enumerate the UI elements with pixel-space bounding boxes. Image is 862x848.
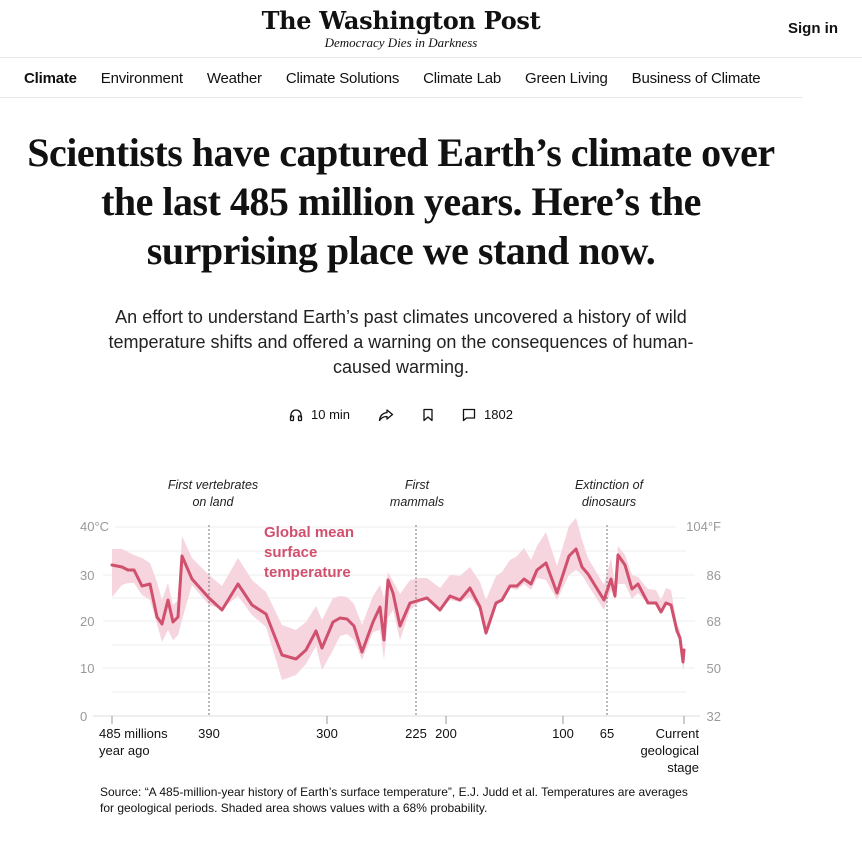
x-tick-current-line3: stage (667, 760, 699, 775)
temperature-line (110, 547, 686, 664)
annotation-mammals: First (405, 478, 430, 492)
temperature-chart: 40°C 30 20 10 0 104°F 86 68 50 32 Global… (0, 470, 862, 830)
nav-item-business-of-climate[interactable]: Business of Climate (631, 69, 761, 87)
logo[interactable]: The Washington Post (261, 6, 541, 35)
y-tick-c-30: 30 (80, 568, 94, 583)
share-arrow-icon (378, 408, 394, 421)
y-axis-celsius: 40°C 30 20 10 0 (80, 519, 109, 724)
y-tick-c-0: 0 (80, 709, 87, 724)
x-tick-485-line1: 485 millions (99, 726, 168, 741)
section-nav: Climate Environment Weather Climate Solu… (0, 59, 802, 98)
series-label: Global mean surface temperature (264, 524, 354, 581)
annotation-mammals: mammals (390, 495, 444, 509)
headline-line: surprising place we stand now. (146, 228, 656, 273)
uncertainty-band (112, 518, 684, 680)
comments-button[interactable]: 1802 (462, 407, 513, 422)
headline-line: the last 485 million years. Here’s the (101, 179, 701, 224)
bookmark-button[interactable] (422, 408, 434, 422)
y-tick-f-104: 104°F (686, 519, 721, 534)
y-tick-c-10: 10 (80, 661, 94, 676)
tagline: Democracy Dies in Darkness (324, 35, 478, 50)
x-axis-labels: 485 millions year ago 485 millions year … (99, 726, 699, 775)
x-tick-485-line2: year ago (99, 743, 150, 758)
chart-source-note: Source: “A 485-million-year history of E… (100, 785, 688, 815)
bookmark-icon (423, 408, 433, 421)
x-tick-100: 100 (552, 726, 574, 741)
listen-duration: 10 min (311, 407, 351, 422)
article-actions: 10 min 1802 (0, 407, 802, 422)
y-tick-c-20: 20 (80, 614, 94, 629)
nav-item-environment[interactable]: Environment (100, 69, 183, 87)
nav-item-climate-solutions[interactable]: Climate Solutions (285, 69, 400, 87)
y-tick-f-32: 32 (707, 709, 721, 724)
y-tick-f-50: 50 (707, 661, 721, 676)
nav-item-weather[interactable]: Weather (206, 69, 262, 87)
x-tick-200: 200 (435, 726, 457, 741)
series-label-line: surface (264, 544, 317, 561)
y-tick-f-68: 68 (707, 614, 721, 629)
x-axis-ticks (111, 716, 685, 724)
y-axis-fahrenheit: 104°F 86 68 50 32 (686, 519, 721, 724)
listen-button[interactable]: 10 min (289, 407, 350, 422)
comment-icon (462, 408, 476, 421)
share-button[interactable] (378, 408, 394, 422)
headline: Scientists have captured Earth’s climate… (0, 128, 802, 275)
masthead: The Washington Post Democracy Dies in Da… (0, 0, 862, 58)
annotation-vertebrates: First vertebrates (168, 478, 258, 492)
headline-line: Scientists have captured Earth’s climate… (27, 130, 775, 175)
y-tick-f-86: 86 (707, 568, 721, 583)
annotation-labels: First vertebrates on land First mammals … (168, 478, 645, 509)
nav-item-green-living[interactable]: Green Living (525, 69, 608, 87)
sign-in-button[interactable]: Sign in (788, 20, 838, 37)
x-tick-current-line1: Current (656, 726, 700, 741)
annotation-vertebrates: on land (192, 495, 234, 509)
nav-item-climate-lab[interactable]: Climate Lab (423, 69, 502, 87)
x-tick-390: 390 (198, 726, 220, 741)
annotation-dinosaurs: Extinction of (575, 478, 645, 492)
nav-item-climate[interactable]: Climate (24, 69, 77, 87)
x-tick-current-line2: geological (640, 743, 699, 758)
chart-svg: 40°C 30 20 10 0 104°F 86 68 50 32 Global… (80, 478, 721, 775)
y-tick-c-40: 40°C (80, 519, 109, 534)
comment-count: 1802 (484, 407, 513, 422)
headphones-icon (289, 408, 303, 421)
series-label-line: Global mean (264, 524, 354, 541)
annotation-dinosaurs: dinosaurs (582, 495, 636, 509)
x-tick-225: 225 (405, 726, 427, 741)
series-label-line: temperature (264, 564, 351, 581)
dek: An effort to understand Earth’s past cli… (108, 307, 694, 377)
x-tick-300: 300 (316, 726, 338, 741)
x-tick-65: 65 (600, 726, 614, 741)
